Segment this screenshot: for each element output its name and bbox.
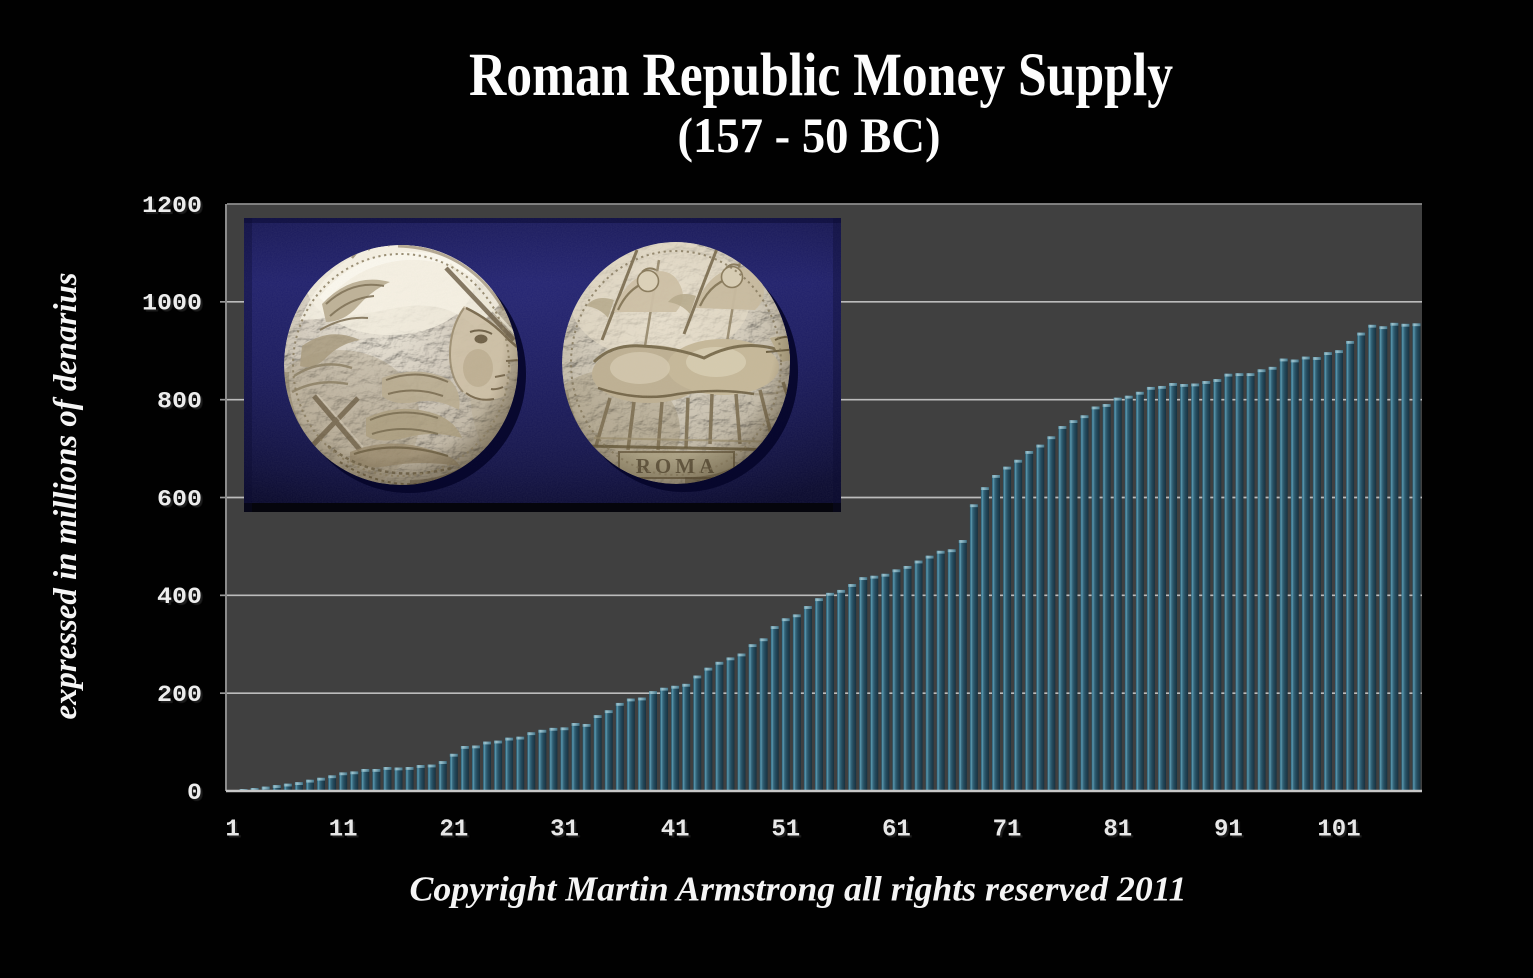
svg-text:31: 31	[550, 817, 579, 844]
svg-text:expressed in millions of denar: expressed in millions of denarius	[48, 273, 84, 720]
svg-text:21: 21	[439, 817, 468, 844]
svg-text:11: 11	[329, 817, 358, 844]
svg-text:71: 71	[993, 817, 1022, 844]
svg-text:(157 - 50 BC): (157 - 50 BC)	[678, 107, 941, 163]
svg-text:41: 41	[661, 817, 690, 844]
svg-text:Roman Republic Money Supply: Roman Republic Money Supply	[469, 42, 1173, 109]
svg-text:91: 91	[1214, 817, 1243, 844]
svg-text:61: 61	[882, 817, 911, 844]
svg-text:200: 200	[157, 682, 202, 708]
svg-text:800: 800	[157, 388, 202, 414]
svg-text:1: 1	[225, 817, 239, 844]
svg-text:0: 0	[187, 780, 202, 806]
svg-text:1200: 1200	[142, 193, 202, 219]
svg-text:81: 81	[1103, 817, 1132, 844]
svg-text:600: 600	[157, 486, 202, 512]
svg-text:1000: 1000	[142, 291, 202, 317]
svg-text:400: 400	[157, 584, 202, 610]
svg-text:51: 51	[771, 817, 800, 844]
svg-text:Copyright Martin Armstrong all: Copyright Martin Armstrong all rights re…	[410, 870, 1187, 909]
svg-text:101: 101	[1317, 817, 1360, 844]
